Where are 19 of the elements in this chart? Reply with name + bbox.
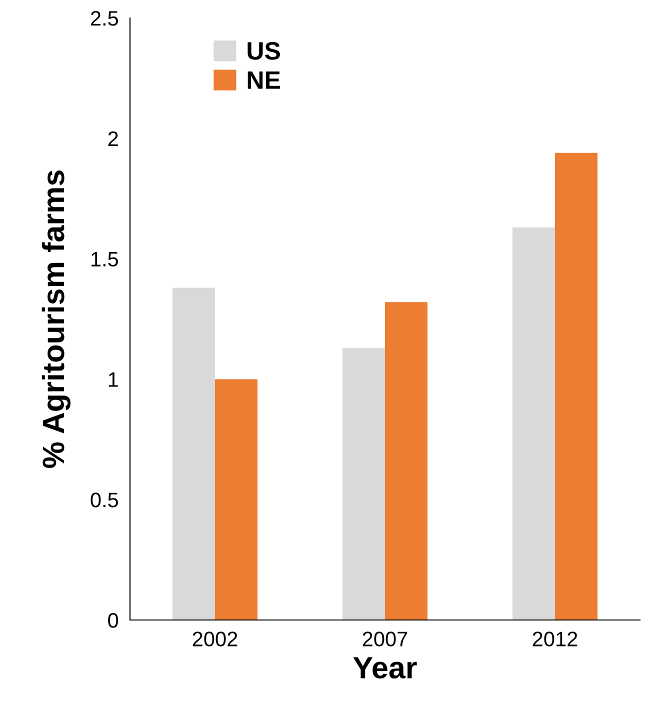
bar [215, 379, 258, 620]
bar [342, 348, 385, 620]
x-tick-label: 2002 [192, 632, 238, 646]
bar [172, 288, 215, 620]
x-tick-label: 2007 [362, 632, 408, 646]
y-tick-label: 1 [108, 372, 118, 387]
y-axis-title: % Agritourism farms [42, 170, 70, 468]
x-tick-label: 2012 [532, 632, 578, 646]
y-tick-label: 2 [108, 131, 118, 146]
bar [555, 152, 598, 620]
y-tick-label: 0 [108, 613, 118, 628]
bar [385, 302, 428, 620]
y-tick-label: 2.5 [90, 11, 118, 26]
y-tick-label: 0.5 [90, 492, 118, 508]
x-axis-title: Year [353, 657, 417, 679]
bar [512, 227, 555, 620]
y-tick-label: 1.5 [92, 252, 118, 267]
legend-label: NE [248, 71, 280, 89]
legend-label: US [248, 42, 280, 60]
